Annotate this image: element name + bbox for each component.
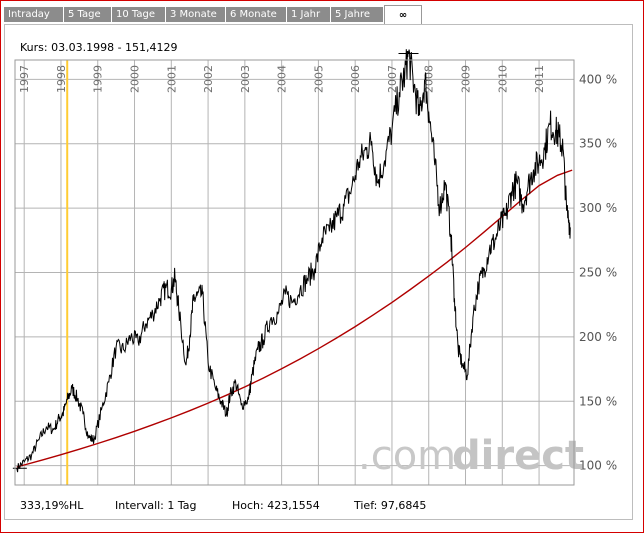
stat-intervall: Intervall: 1 Tag: [115, 499, 197, 512]
y-tick-label-200: 200 %: [579, 330, 617, 344]
tab-10-tage[interactable]: 10 Tage: [112, 7, 166, 22]
year-label-2010: 2010: [496, 65, 509, 93]
tab-intraday[interactable]: Intraday: [4, 7, 64, 22]
tab-1-jahr[interactable]: 1 Jahr: [287, 7, 331, 22]
year-label-2000: 2000: [129, 65, 142, 93]
watermark-direct: direct: [452, 433, 584, 479]
tab-unbegrenzt[interactable]: ∞: [384, 5, 422, 25]
stat-tief: Tief: 97,6845: [354, 499, 427, 512]
year-label-2005: 2005: [312, 65, 325, 93]
stat-performance: 333,19%HL: [20, 499, 84, 512]
year-label-2001: 2001: [165, 65, 178, 93]
y-tick-label-150: 150 %: [579, 394, 617, 408]
year-label-2011: 2011: [533, 65, 546, 93]
tab-5-tage[interactable]: 5 Tage: [64, 7, 112, 22]
year-label-1997: 1997: [18, 65, 31, 93]
tab-6-monate[interactable]: 6 Monate: [226, 7, 287, 22]
year-label-2006: 2006: [349, 65, 362, 93]
trend-line: [16, 169, 573, 468]
year-label-1999: 1999: [92, 65, 105, 93]
grid: [15, 60, 574, 485]
stat-hoch: Hoch: 423,1554: [232, 499, 320, 512]
chart-panel: [4, 24, 633, 520]
tab-3-monate[interactable]: 3 Monate: [166, 7, 226, 22]
y-tick-label-350: 350 %: [579, 137, 617, 151]
year-label-2009: 2009: [460, 65, 473, 93]
y-tick-label-300: 300 %: [579, 201, 617, 215]
y-tick-label-400: 400 %: [579, 72, 617, 86]
year-label-2007: 2007: [386, 65, 399, 93]
watermark-com: .com: [358, 433, 456, 479]
plot-border: [14, 59, 575, 486]
year-label-2003: 2003: [239, 65, 252, 93]
y-tick-label-100: 100 %: [579, 459, 617, 473]
year-label-2004: 2004: [276, 65, 289, 93]
tab-5-jahre[interactable]: 5 Jahre: [331, 7, 384, 22]
year-label-2002: 2002: [202, 65, 215, 93]
kurs-readout: Kurs: 03.03.1998 - 151,4129: [20, 41, 178, 54]
year-labels: 1997 1998 1999 2000 2001 2002 2003 2004 2005 2006…: [18, 65, 546, 93]
y-tick-label-250: 250 %: [579, 266, 617, 280]
price-line: [16, 49, 571, 473]
year-label-1998: 1998: [55, 65, 68, 93]
y-axis-labels: 100 % 150 % 200 % 250 % 300 % 350 % 400 %: [579, 72, 617, 472]
